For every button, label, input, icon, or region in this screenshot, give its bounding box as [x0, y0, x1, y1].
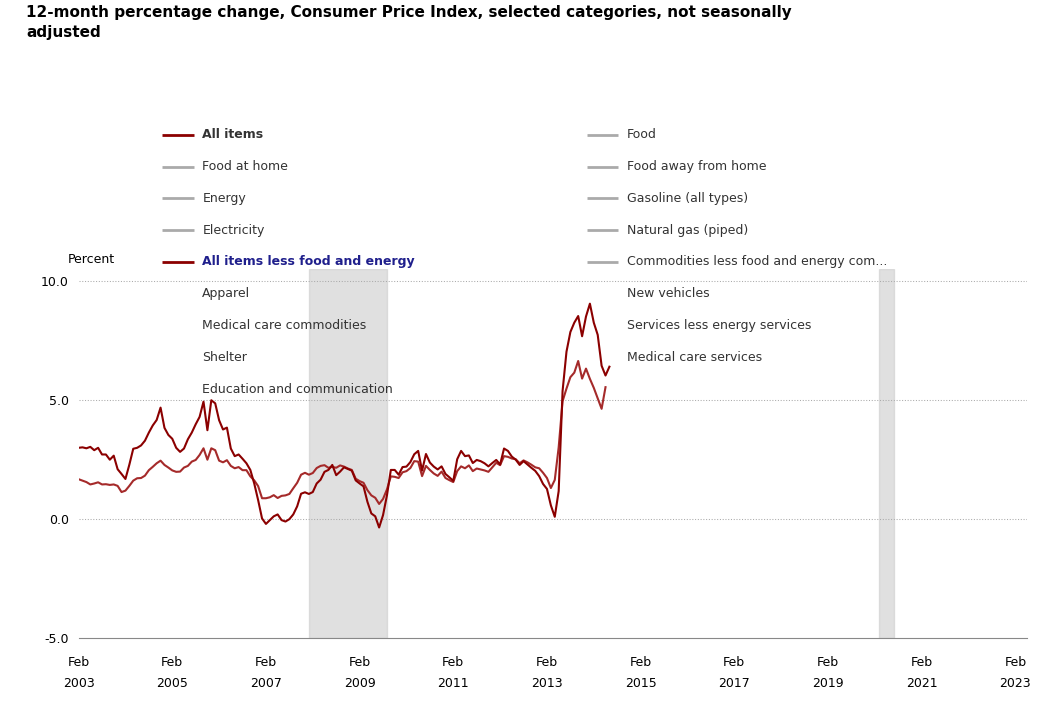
Text: 2005: 2005: [156, 677, 189, 690]
Text: 2015: 2015: [625, 677, 656, 690]
Text: Services less energy services: Services less energy services: [627, 319, 811, 332]
Text: 2017: 2017: [719, 677, 750, 690]
Text: Feb: Feb: [349, 656, 371, 669]
Text: 2013: 2013: [531, 677, 563, 690]
Text: Apparel: Apparel: [202, 287, 250, 300]
Text: All items: All items: [202, 128, 263, 141]
Bar: [309, 269, 387, 638]
Text: Feb: Feb: [1004, 656, 1026, 669]
Text: 2007: 2007: [250, 677, 282, 690]
Text: Shelter: Shelter: [202, 351, 247, 364]
Text: Feb: Feb: [67, 656, 90, 669]
Text: Feb: Feb: [161, 656, 183, 669]
Text: All items less food and energy: All items less food and energy: [202, 255, 415, 269]
Text: New vehicles: New vehicles: [627, 287, 709, 300]
Text: Education and communication: Education and communication: [202, 383, 393, 396]
Text: Feb: Feb: [817, 656, 839, 669]
Text: Commodities less food and energy com...: Commodities less food and energy com...: [627, 255, 887, 269]
Text: Feb: Feb: [911, 656, 933, 669]
Text: Feb: Feb: [723, 656, 745, 669]
Text: Gasoline (all types): Gasoline (all types): [627, 192, 748, 205]
Bar: [878, 269, 894, 638]
Text: 2003: 2003: [63, 677, 94, 690]
Text: 12-month percentage change, Consumer Price Index, selected categories, not seaso: 12-month percentage change, Consumer Pri…: [26, 6, 792, 40]
Text: 2011: 2011: [437, 677, 470, 690]
Text: 2009: 2009: [344, 677, 375, 690]
Text: 2023: 2023: [1000, 677, 1031, 690]
Text: Natural gas (piped): Natural gas (piped): [627, 223, 748, 237]
Text: Food: Food: [627, 128, 657, 141]
Text: Food at home: Food at home: [202, 160, 288, 173]
Text: 2019: 2019: [812, 677, 844, 690]
Text: Food away from home: Food away from home: [627, 160, 766, 173]
Text: Percent: Percent: [68, 253, 115, 266]
Text: Medical care commodities: Medical care commodities: [202, 319, 367, 332]
Text: Feb: Feb: [442, 656, 464, 669]
Text: Feb: Feb: [536, 656, 558, 669]
Text: Feb: Feb: [630, 656, 652, 669]
Text: Electricity: Electricity: [202, 223, 265, 237]
Text: Medical care services: Medical care services: [627, 351, 762, 364]
Text: Feb: Feb: [255, 656, 277, 669]
Text: 2021: 2021: [905, 677, 938, 690]
Text: Energy: Energy: [202, 192, 246, 205]
